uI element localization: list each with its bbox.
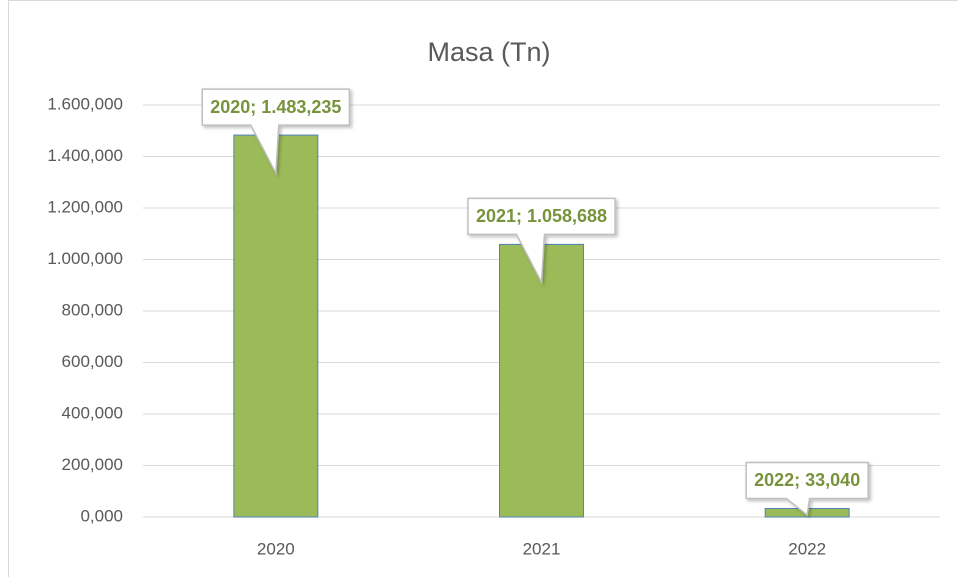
y-tick-label: 0,000 bbox=[80, 506, 123, 525]
data-label-text: 2022; 33,040 bbox=[754, 470, 860, 490]
y-tick-label: 600,000 bbox=[62, 352, 123, 371]
y-tick-label: 800,000 bbox=[62, 300, 123, 319]
y-tick-label: 1.400,000 bbox=[47, 146, 123, 165]
y-tick-label: 400,000 bbox=[62, 403, 123, 422]
data-label: 2020; 1.483,235 bbox=[201, 88, 351, 176]
bar bbox=[233, 134, 319, 518]
callout-box bbox=[201, 88, 351, 176]
x-tick-label: 2022 bbox=[788, 539, 826, 558]
chart-title: Masa (Tn) bbox=[427, 37, 550, 67]
y-tick-label: 200,000 bbox=[62, 455, 123, 474]
y-tick-label: 1.600,000 bbox=[47, 94, 123, 113]
data-label-text: 2020; 1.483,235 bbox=[210, 97, 341, 117]
x-tick-label: 2021 bbox=[523, 539, 561, 558]
y-tick-label: 1.200,000 bbox=[47, 197, 123, 216]
callout-box bbox=[745, 461, 869, 517]
data-label: 2022; 33,040 bbox=[745, 461, 869, 517]
data-label: 2021; 1.058,688 bbox=[467, 197, 616, 286]
y-tick-label: 1.000,000 bbox=[47, 249, 123, 268]
data-label-text: 2021; 1.058,688 bbox=[476, 206, 607, 226]
bar bbox=[499, 243, 584, 518]
x-tick-label: 2020 bbox=[257, 539, 295, 558]
callout-box bbox=[467, 197, 616, 286]
